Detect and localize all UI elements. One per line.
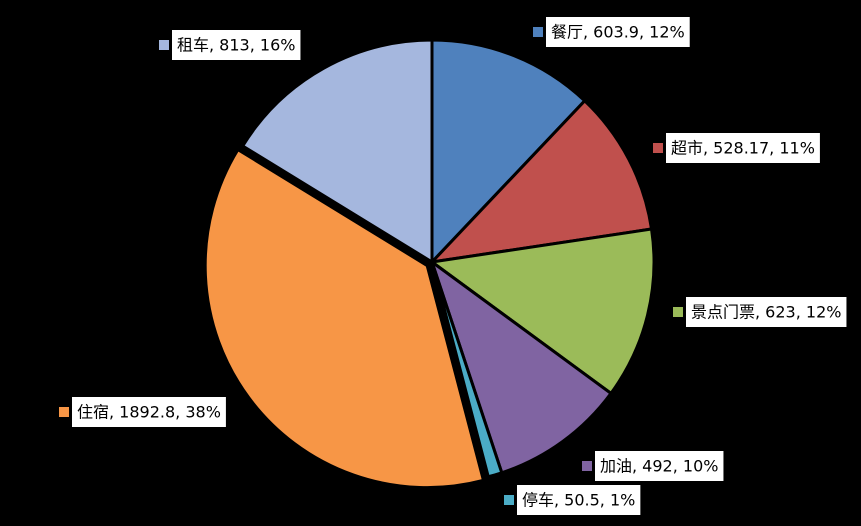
data-label-box [686, 297, 847, 327]
pie-slice [203, 147, 486, 490]
pie-slice [429, 258, 614, 475]
data-label: 餐厅, 603.9, 12% [551, 23, 685, 42]
pie-slice [427, 98, 654, 265]
data-label: 景点门票, 623, 12% [691, 303, 841, 322]
data-label-box [72, 397, 226, 427]
pie-slice [428, 227, 656, 396]
pie-slice [240, 38, 434, 265]
data-label: 住宿, 1892.8, 38% [77, 403, 221, 422]
data-label-box [595, 451, 724, 481]
legend-swatch [504, 495, 514, 505]
legend-swatch [533, 27, 543, 37]
data-label-box [666, 133, 820, 163]
legend-swatch [673, 307, 683, 317]
pie-slice [430, 261, 504, 479]
data-label-box [172, 30, 301, 60]
pie-slice [430, 38, 587, 266]
data-label: 停车, 50.5, 1% [522, 491, 635, 510]
legend-swatch [159, 40, 169, 50]
legend-swatch [59, 407, 69, 417]
legend-swatch [582, 461, 592, 471]
data-label: 租车, 813, 16% [177, 36, 295, 55]
data-label: 加油, 492, 10% [600, 457, 718, 476]
legend-swatch [653, 143, 663, 153]
data-label-box [546, 17, 690, 47]
data-label: 超市, 528.17, 11% [671, 139, 815, 158]
data-label-box [517, 485, 641, 515]
